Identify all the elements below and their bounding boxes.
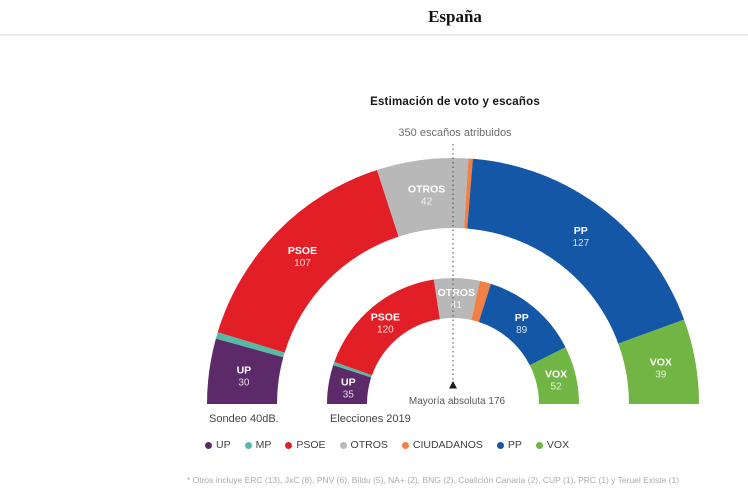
slice-outer-mp[interactable] xyxy=(215,332,285,358)
legend-item-pp: PP xyxy=(496,439,522,451)
legend-label: PP xyxy=(507,439,522,451)
slice-label-value: 127 xyxy=(572,238,589,249)
legend-label: OTROS xyxy=(350,439,388,451)
slice-inner-ciudadanos[interactable] xyxy=(471,280,491,322)
slice-label-value: 89 xyxy=(516,325,528,336)
legend-item-mp: MP xyxy=(244,439,272,451)
legend-dot-psoe xyxy=(285,441,293,449)
slice-label-name: OTROS xyxy=(408,184,445,196)
slice-label-name: PSOE xyxy=(371,311,400,323)
footnote: * Otros incluye ERC (13), JxC (8), PNV (… xyxy=(186,475,680,485)
legend-item-ciudadanos: CIUDADANOS xyxy=(401,439,483,451)
legend-label: PSOE xyxy=(296,439,326,451)
slice-inner-up[interactable] xyxy=(327,365,372,404)
legend-dot-vox xyxy=(535,441,543,449)
legend-dot-otros xyxy=(339,441,347,449)
legend-item-otros: OTROS xyxy=(339,439,388,451)
ring-caption-elecciones: Elecciones 2019 xyxy=(330,413,411,425)
legend-label: UP xyxy=(216,439,231,451)
slice-label-name: VOX xyxy=(545,369,567,381)
slice-outer-ciudadanos[interactable] xyxy=(464,158,473,229)
slice-label-value: 30 xyxy=(238,378,250,389)
slice-label-value: 39 xyxy=(655,369,667,380)
slice-inner-pp[interactable] xyxy=(478,283,566,366)
slice-inner-psoe[interactable] xyxy=(334,279,440,376)
chart-seats-note: 350 escaños atribuidos xyxy=(398,127,512,139)
slice-label-value: 107 xyxy=(294,258,311,269)
legend: UP MP PSOE OTROS CIUDADANOS PP VOX xyxy=(205,439,569,451)
slice-label-value: 120 xyxy=(377,324,394,335)
slice-outer-psoe[interactable] xyxy=(217,170,399,353)
legend-dot-ciudadanos xyxy=(401,441,409,449)
slice-inner-vox[interactable] xyxy=(529,347,579,404)
slice-label-name: PP xyxy=(515,312,529,324)
slice-outer-otros[interactable] xyxy=(377,158,469,237)
majority-label: Mayoría absoluta 176 xyxy=(408,396,506,407)
slice-label-name: UP xyxy=(341,376,356,388)
slice-outer-vox[interactable] xyxy=(618,319,700,404)
page-title: España xyxy=(428,7,482,26)
legend-item-vox: VOX xyxy=(535,439,570,451)
legend-item-psoe: PSOE xyxy=(285,439,326,451)
slice-inner-otros[interactable] xyxy=(433,278,480,320)
slice-label-value: 52 xyxy=(551,382,563,393)
slice-label-name: PSOE xyxy=(288,245,317,257)
ring-caption-sondeo: Sondeo 40dB. xyxy=(209,413,279,425)
header-divider xyxy=(0,34,748,36)
slice-label-value: 35 xyxy=(343,389,355,400)
legend-label: VOX xyxy=(546,439,570,451)
legend-dot-mp xyxy=(244,441,252,449)
slice-label-name: PP xyxy=(574,225,588,237)
slice-label-name: UP xyxy=(237,365,252,377)
slice-label-value: 41 xyxy=(451,300,463,311)
slice-inner-mp[interactable] xyxy=(333,361,372,378)
legend-label: MP xyxy=(255,439,272,451)
slice-label-name: VOX xyxy=(650,356,672,368)
slice-label-value: 42 xyxy=(421,197,433,208)
majority-marker-icon xyxy=(449,381,457,389)
legend-item-up: UP xyxy=(205,439,231,451)
slice-outer-up[interactable] xyxy=(207,338,284,404)
legend-label: CIUDADANOS xyxy=(412,439,483,451)
slice-label-name: OTROS xyxy=(438,287,475,299)
slice-outer-pp[interactable] xyxy=(467,158,685,344)
legend-dot-up xyxy=(205,441,212,449)
legend-dot-pp xyxy=(496,441,504,449)
chart-title: Estimación de voto y escaños xyxy=(370,96,540,108)
